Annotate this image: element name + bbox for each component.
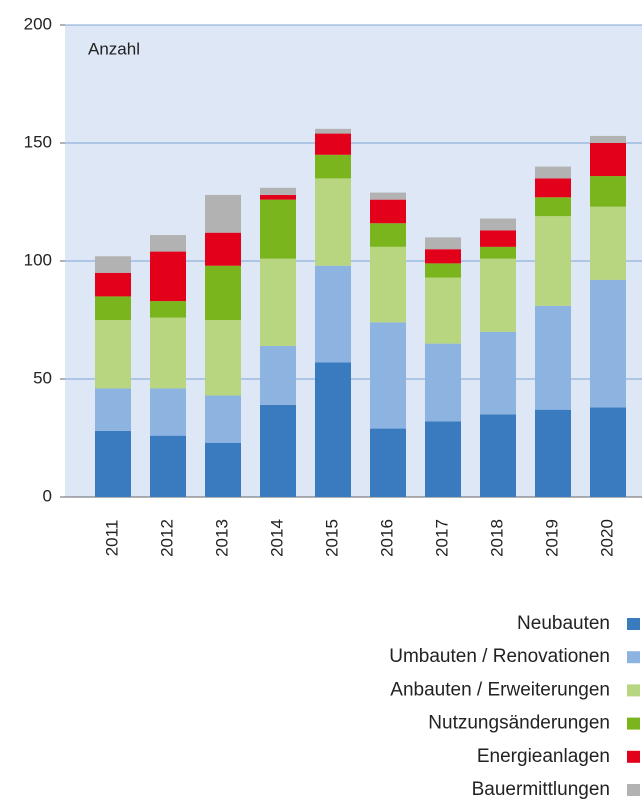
y-tick-label: 100 [24,250,52,269]
x-tick-label: 2016 [377,519,396,557]
bar-segment [150,235,186,252]
bar-segment [425,343,461,422]
legend-label: Energieanlagen [477,746,610,767]
bar-segment [425,237,461,250]
bar-segment [370,223,406,247]
bar-segment [315,362,351,497]
bar-segment [480,258,516,332]
legend-label: Nutzungsänderungen [428,713,610,734]
x-tick-label: 2017 [432,519,451,557]
bar-segment [260,404,296,497]
bar-segment [150,435,186,497]
bar-segment [205,232,241,266]
bar-segment [205,320,241,396]
bar-segment [480,246,516,259]
bar-segment [370,322,406,429]
bar-segment [95,430,131,497]
bar-segment [95,320,131,389]
legend-label: Umbauten / Renovationen [389,646,610,667]
bar-segment [370,199,406,224]
bar-segment [150,251,186,302]
bar-segment [590,176,626,207]
y-tick-label: 0 [43,486,52,505]
bar-segment [590,143,626,177]
bar-segment [535,409,571,497]
bar-segment [535,197,571,217]
legend-swatch [627,618,640,630]
legend-swatch [627,651,640,664]
bar-segment [260,187,296,195]
x-tick-label: 2013 [212,519,231,557]
x-tick-label: 2015 [322,519,341,557]
bar-segment [205,265,241,320]
bar-segment [315,133,351,155]
bar-segment [535,178,571,198]
bar-segment [260,199,296,259]
bar-segment [150,388,186,436]
y-tick-label: 50 [33,368,52,387]
bar-segment [260,258,296,346]
bar-segment [205,194,241,233]
y-tick-label: 200 [24,14,52,33]
y-tick-label: 150 [24,132,52,151]
bar-segment [95,256,131,273]
legend-label: Bauermittlungen [472,779,610,800]
y-axis-label: Anzahl [88,39,140,58]
x-tick-label: 2012 [157,519,176,557]
bar-segment [370,428,406,497]
bar-segment [370,192,406,200]
x-tick-label: 2020 [597,519,616,557]
bar-segment [425,277,461,344]
bar-segment [535,216,571,306]
bar-segment [590,206,626,280]
bar-segment [535,305,571,410]
bar-segment [590,135,626,143]
legend-swatch [627,717,640,730]
x-tick-label: 2019 [542,519,561,557]
legend: Neubauten Umbauten / Renovationen Anbauten… [389,613,640,800]
bar-segment [535,166,571,179]
bar-segment [590,279,626,408]
bar-segment [315,178,351,266]
x-tick-label: 2011 [102,520,121,557]
bar-segment [425,263,461,278]
bar-segment [480,230,516,247]
legend-swatch [627,750,640,763]
bar-segment [315,265,351,363]
legend-label: Neubauten [517,613,610,634]
legend-label: Anbauten / Erweiterungen [390,679,610,700]
bar-segment [95,388,131,431]
legend-swatch [627,784,640,796]
bar-segment [480,331,516,415]
bar-segment [370,246,406,323]
x-tick-label: 2018 [487,519,506,557]
bar-segment [150,301,186,318]
bar-segment [480,218,516,231]
bar-segment [425,249,461,264]
bar-segment [425,421,461,497]
bar-segment [150,317,186,389]
bar-segment [95,272,131,297]
bar-segment [205,395,241,443]
bar-segment [95,296,131,320]
legend-swatch [627,684,640,697]
bar-segment [315,154,351,179]
bar-segment [480,414,516,497]
bar-segment [590,407,626,497]
x-tick-label: 2014 [267,519,286,557]
bar-segment [260,194,296,200]
bar-segment [205,442,241,497]
bar-segment [260,345,296,405]
bar-segment [315,128,351,134]
